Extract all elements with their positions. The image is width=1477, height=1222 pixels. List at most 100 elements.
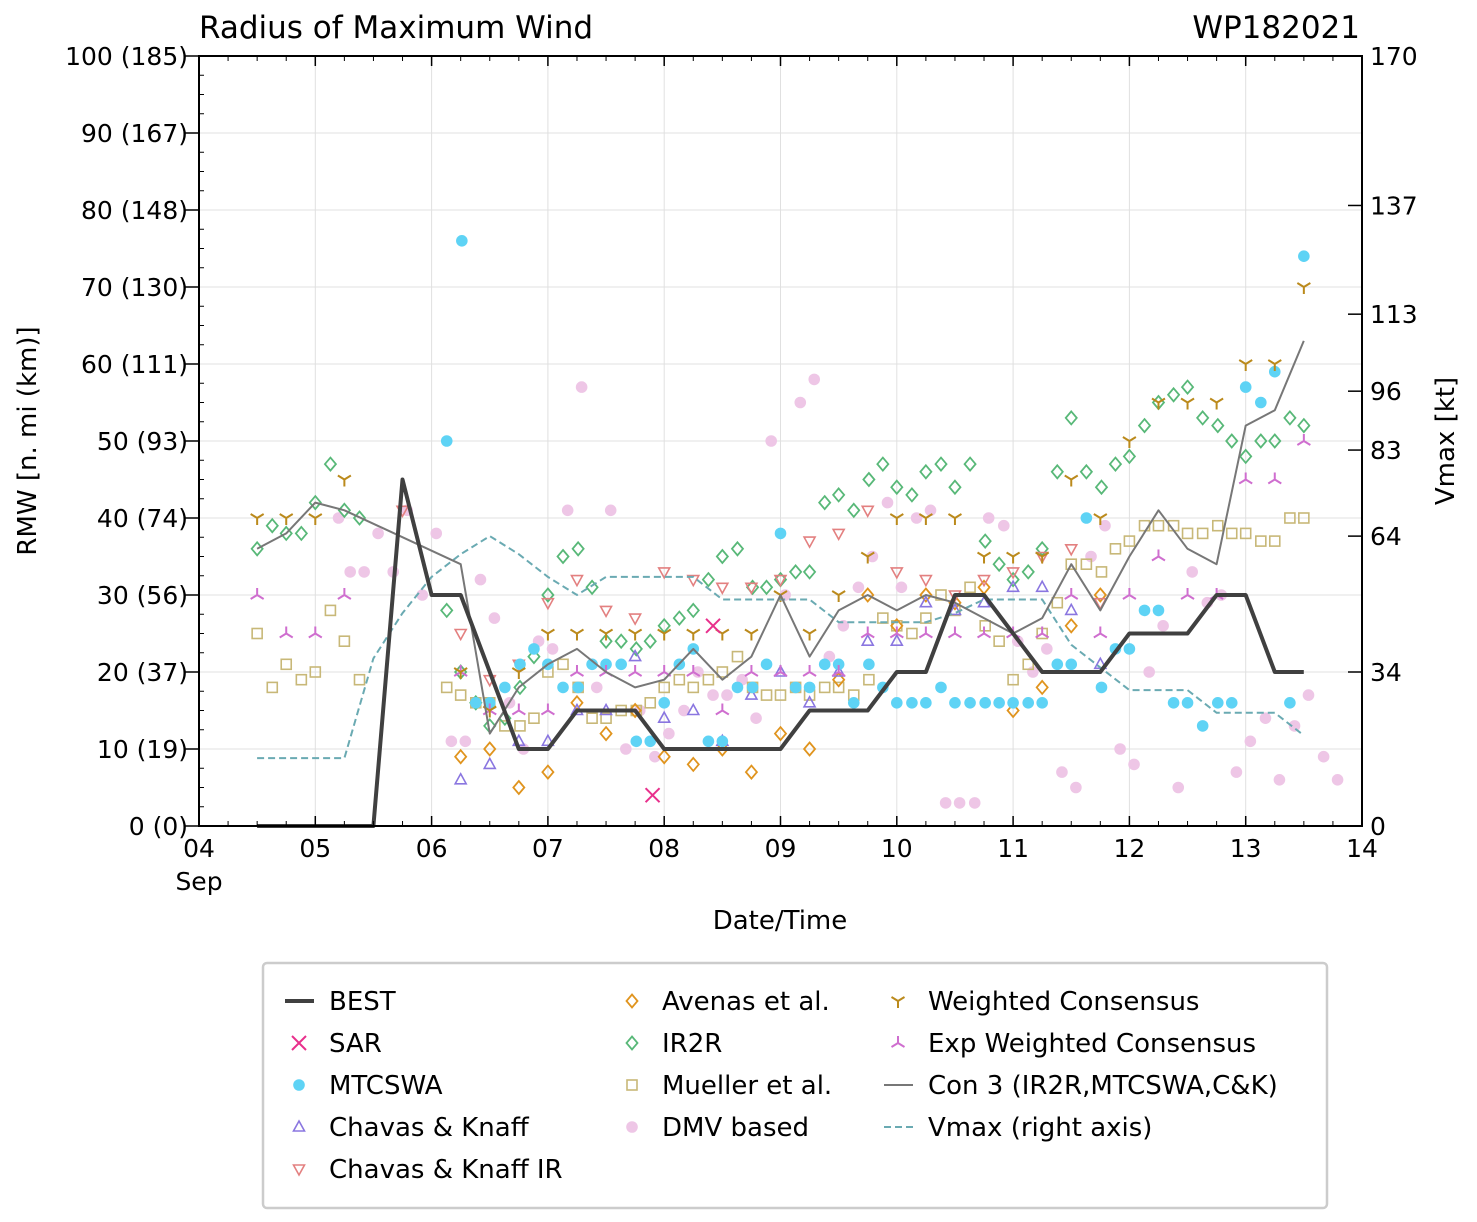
ck-point	[744, 687, 759, 700]
wc-point	[802, 628, 817, 641]
ir2r-point	[847, 502, 861, 519]
ir2r-point	[585, 579, 599, 596]
mueller-point	[1095, 566, 1108, 578]
legend-box	[261, 961, 1329, 1210]
ck-point	[919, 595, 933, 608]
mueller-point	[1239, 527, 1252, 540]
mtcswa-point	[906, 697, 918, 709]
mtcswa-point	[630, 735, 643, 748]
ck-point	[686, 702, 701, 716]
ckir-point	[744, 582, 759, 595]
mueller-point	[557, 658, 569, 671]
mtcswa-point	[979, 697, 991, 709]
dmv-point	[1143, 666, 1155, 678]
ir2r-point	[337, 502, 352, 519]
x-axis-label: Date/Time	[713, 906, 848, 936]
wc-point	[453, 667, 468, 679]
ewc-point	[773, 665, 788, 677]
dmv-point	[358, 566, 370, 578]
mtcswa-point	[1268, 365, 1281, 378]
mueller-point	[1284, 512, 1296, 524]
x-tick-label: 04	[183, 834, 215, 863]
mueller-point	[586, 712, 598, 725]
legend-label: Weighted Consensus	[928, 987, 1199, 1017]
dmv-point	[895, 581, 908, 594]
x-tick-label: 10	[881, 834, 913, 863]
x-tick-label: 05	[299, 834, 331, 863]
legend-swatch-ck	[292, 1119, 306, 1132]
ck-point	[773, 664, 788, 677]
dmv-point	[924, 504, 937, 517]
legend-item-mueller: Mueller et al.	[626, 1071, 832, 1101]
avenas-point	[1093, 587, 1107, 603]
y2-axis-label: Vmax [kt]	[1431, 377, 1461, 505]
y-tick-label: 0 (0)	[129, 812, 188, 841]
dmv-point	[1259, 712, 1272, 724]
dmv-point	[808, 373, 821, 386]
mueller-point	[716, 666, 729, 678]
avenas-point	[453, 748, 468, 765]
mtcswa-point	[760, 658, 773, 671]
mtcswa-point	[1298, 250, 1310, 262]
y2-tick-label: 170	[1370, 42, 1418, 71]
wc-point	[540, 628, 555, 641]
ir2r-point	[963, 456, 977, 472]
ir2r-point	[513, 679, 527, 696]
mtcswa-point	[1284, 697, 1296, 709]
legend-item-ewc: Exp Weighted Consensus	[890, 1029, 1256, 1059]
y-tick-label: 10 (19)	[97, 735, 188, 764]
mueller-point	[514, 720, 526, 732]
dmv-point	[663, 727, 675, 740]
ewc-point	[977, 626, 992, 639]
dmv-point	[604, 504, 617, 517]
wc-point	[918, 513, 933, 525]
ckir-point	[686, 574, 701, 588]
series-best	[257, 477, 1304, 828]
ir2r-point	[1006, 571, 1020, 588]
ir2r-point	[978, 533, 992, 549]
series-wc	[250, 282, 1311, 718]
ir2r-point	[788, 564, 803, 580]
series-ewc	[250, 434, 1311, 716]
ir2r-point	[701, 571, 716, 588]
ir2r-point	[556, 548, 570, 565]
ir2r-point	[686, 602, 700, 619]
mtcswa-point	[1007, 697, 1019, 709]
mtcswa-point	[644, 735, 657, 748]
mtcswa-point	[716, 735, 729, 748]
mtcswa-point	[847, 697, 860, 709]
legend-item-sar: SAR	[291, 1029, 382, 1059]
legend-item-ir2r: IR2R	[625, 1029, 722, 1059]
legend-item-ckir: Chavas & Knaff IR	[292, 1155, 563, 1185]
ir2r-point	[1283, 410, 1297, 426]
ir2r-point	[1254, 433, 1268, 449]
mueller-point	[731, 650, 744, 663]
mtcswa-point	[1065, 658, 1078, 671]
mtcswa-point	[920, 697, 932, 709]
dmv-point	[416, 589, 429, 601]
wc-point	[889, 513, 904, 525]
mueller-point	[658, 681, 671, 694]
mtcswa-point	[1225, 697, 1238, 709]
mueller-point	[1051, 596, 1064, 609]
ir2r-point	[1137, 417, 1152, 434]
axes: 04 05 06 07 08 09 10 11 12 13 14 0 (0) 10 (19) 20 (37…	[65, 42, 1418, 863]
avenas-point	[686, 756, 700, 773]
ewc-point	[511, 703, 526, 716]
mtcswa-point	[1095, 681, 1108, 694]
series-vmax	[257, 534, 1305, 760]
y-tick-label: 60 (111)	[81, 350, 188, 379]
ewc-point	[540, 703, 555, 716]
legend-swatch-ir2r	[625, 1035, 639, 1051]
ewc-point	[1064, 588, 1079, 600]
dmv-point	[1317, 750, 1330, 763]
ir2r-point	[1239, 448, 1253, 465]
mueller-point	[266, 681, 279, 694]
ewc-point	[1267, 472, 1282, 485]
legend-label: Mueller et al.	[662, 1071, 832, 1101]
ir2r-point	[1035, 540, 1049, 557]
wc-point	[569, 628, 584, 641]
ewc-point	[802, 665, 817, 677]
wc-point	[628, 628, 643, 641]
